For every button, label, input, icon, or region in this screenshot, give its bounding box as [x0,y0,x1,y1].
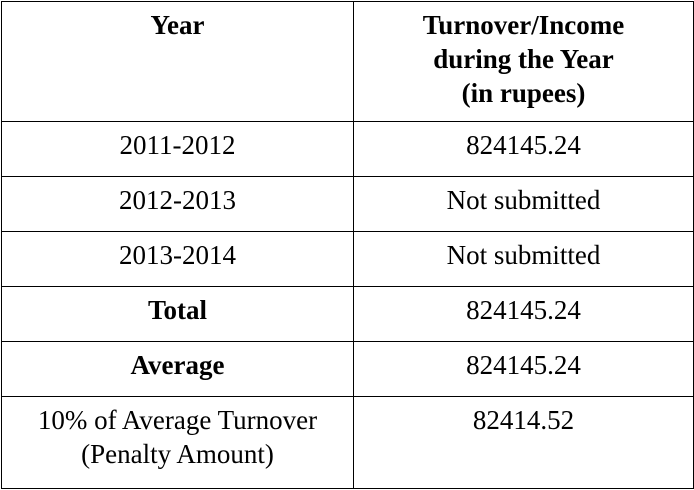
year-cell: 2011-2012 [1,121,354,177]
header-turnover-line-2: during the Year [433,44,614,74]
total-row: Total 824145.24 [1,286,694,342]
year-cell: 2012-2013 [1,176,354,232]
total-label: Total [1,286,354,342]
penalty-label: 10% of Average Turnover (Penalty Amount) [1,396,354,489]
header-turnover-line-3: (in rupees) [461,78,586,108]
table-row: 2012-2013 Not submitted [1,176,694,232]
average-value: 824145.24 [353,341,694,397]
table-row: 2011-2012 824145.24 [1,121,694,177]
value-cell: Not submitted [353,176,694,232]
average-label: Average [1,341,354,397]
total-value: 824145.24 [353,286,694,342]
penalty-row: 10% of Average Turnover (Penalty Amount)… [1,396,694,489]
header-turnover-line-1: Turnover/Income [422,10,625,40]
value-cell: 824145.24 [353,121,694,177]
penalty-value: 82414.52 [353,396,694,489]
header-year-label: Year [150,10,205,40]
average-row: Average 824145.24 [1,341,694,397]
table-row: 2013-2014 Not submitted [1,231,694,287]
table-header-row: Year Turnover/Income during the Year (in… [1,1,694,122]
penalty-label-line-1: 10% of Average Turnover [37,405,318,435]
header-turnover: Turnover/Income during the Year (in rupe… [353,1,694,122]
header-year: Year [1,1,354,122]
year-cell: 2013-2014 [1,231,354,287]
penalty-label-line-2: (Penalty Amount) [81,439,274,469]
value-cell: Not submitted [353,231,694,287]
